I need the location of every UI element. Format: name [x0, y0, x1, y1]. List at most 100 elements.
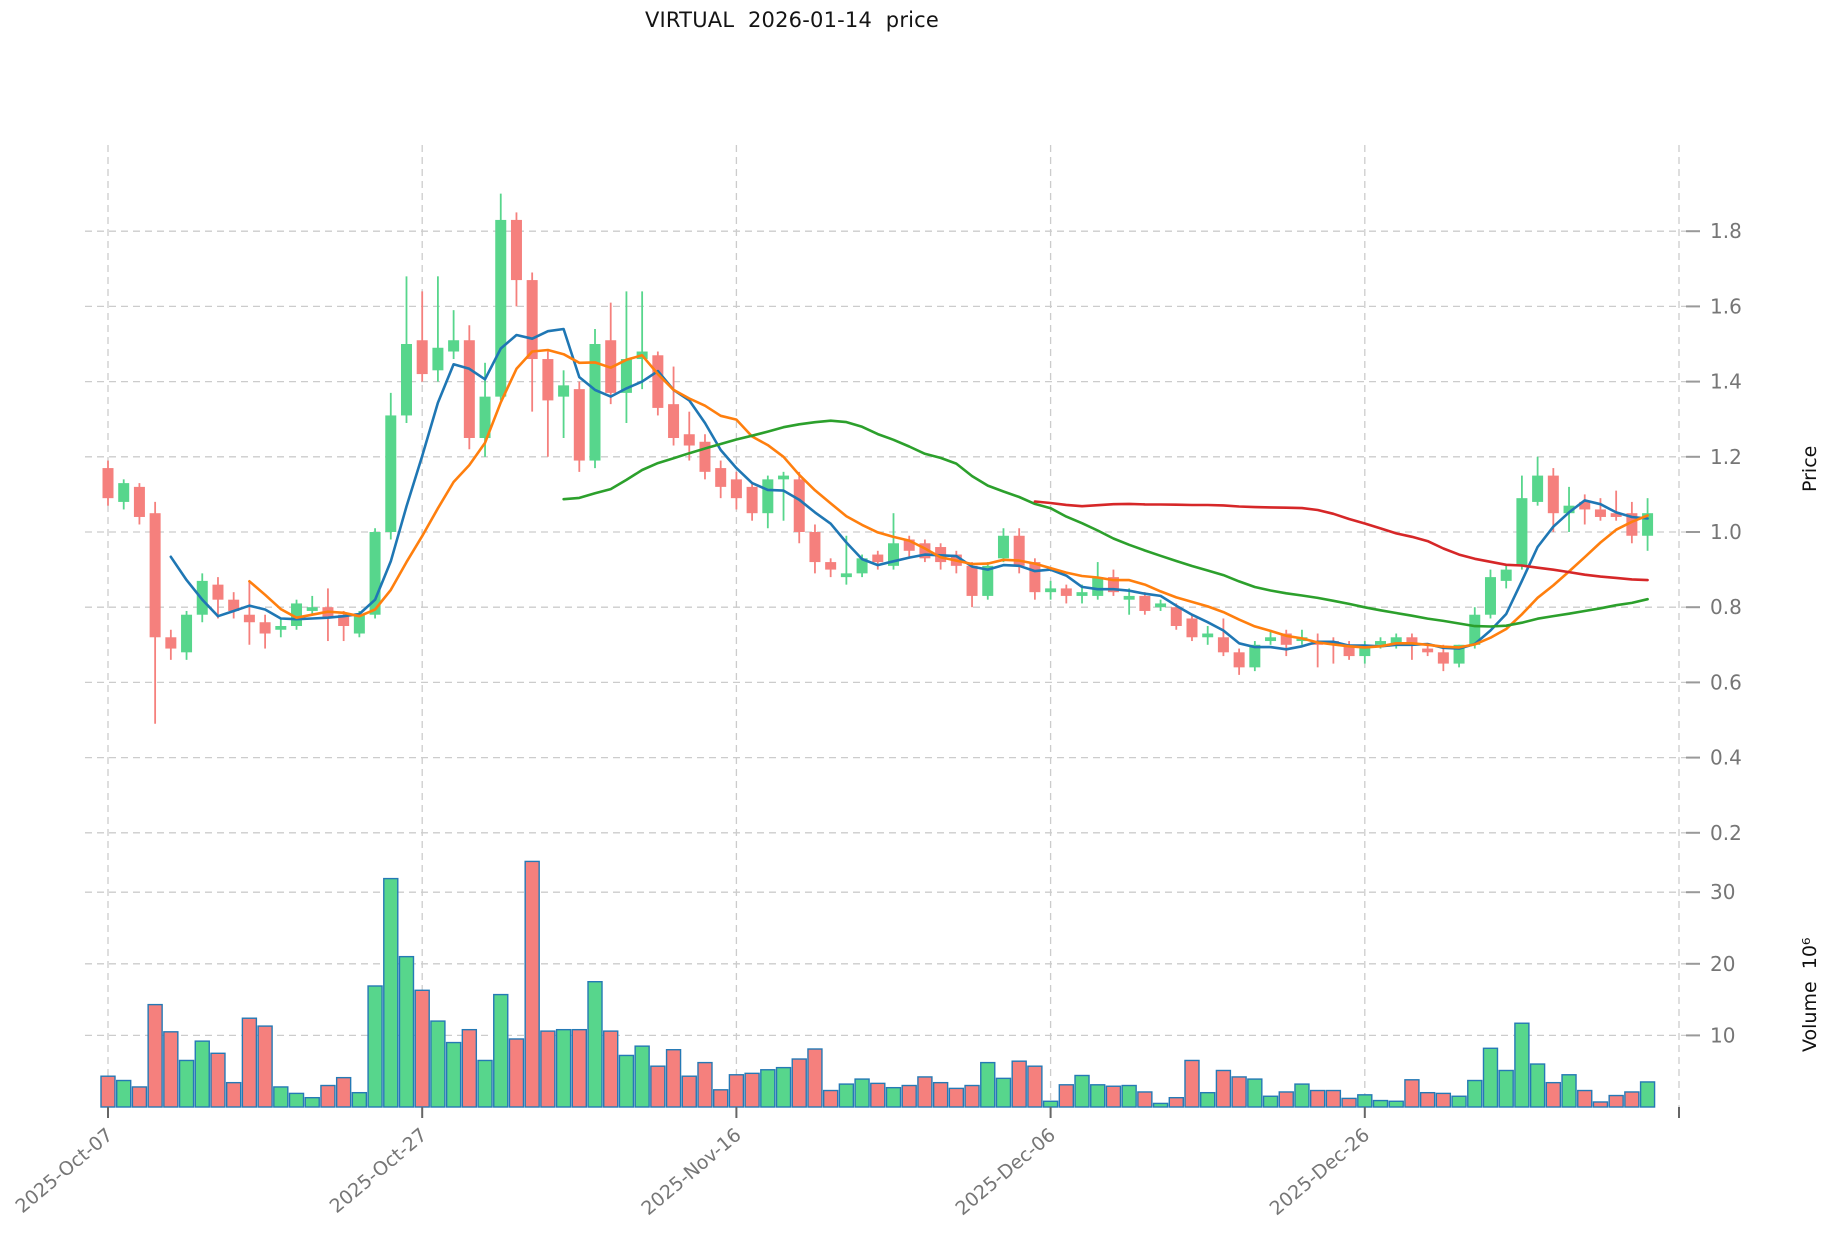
candle-up	[778, 475, 790, 480]
candle-up	[1123, 595, 1135, 600]
volume-bar	[885, 1086, 902, 1108]
volume-bar	[1404, 1079, 1420, 1108]
volume-bar	[1231, 1076, 1247, 1108]
candle-up	[1390, 637, 1402, 645]
volume-bar	[1624, 1091, 1640, 1108]
volume-bar	[335, 1076, 352, 1108]
volume-bar	[1011, 1060, 1027, 1108]
volume-bar	[524, 860, 540, 1108]
volume-bar	[1262, 1095, 1279, 1108]
volume-bar	[147, 1003, 163, 1108]
candle-up	[432, 347, 444, 371]
volume-bar	[1498, 1069, 1514, 1108]
volume-bar	[1482, 1047, 1499, 1108]
candle-down	[1594, 509, 1606, 517]
candle-up	[353, 614, 365, 634]
volume-bar	[1137, 1091, 1153, 1108]
candle-up	[369, 532, 381, 615]
price-tick-label: 1.6	[1710, 294, 1742, 318]
volume-bar	[665, 1049, 682, 1108]
candle-down	[668, 404, 680, 438]
volume-bar	[194, 1040, 210, 1108]
volume-bar	[870, 1082, 886, 1108]
volume-bar	[932, 1081, 949, 1108]
volume-bar	[383, 877, 399, 1108]
volume-bar	[1325, 1089, 1342, 1108]
candle-up	[1500, 569, 1512, 581]
candle-down	[1139, 595, 1151, 611]
candle-down	[510, 219, 522, 281]
candle-up	[495, 219, 507, 397]
x-tick-label: 2025-Dec-06	[951, 1124, 1059, 1220]
volume-bar	[948, 1087, 965, 1108]
volume-bar	[116, 1079, 132, 1108]
volume-bar	[273, 1086, 289, 1108]
candle-up	[982, 565, 994, 596]
volume-bar	[430, 1020, 446, 1108]
candle-up	[1265, 637, 1277, 642]
volume-bar	[1435, 1092, 1452, 1108]
candle-down	[573, 389, 585, 461]
volume-bar	[807, 1048, 823, 1108]
candle-up	[181, 614, 193, 653]
price-tick-label: 1.2	[1710, 445, 1742, 469]
candle-up	[1453, 644, 1465, 664]
volume-bar	[1529, 1063, 1546, 1108]
candle-down	[243, 614, 255, 623]
volume-tick-label: 20	[1710, 952, 1735, 976]
x-tick-label: 2025-Oct-07	[11, 1124, 117, 1218]
moving-average-lines	[169, 327, 1649, 651]
candle-down	[903, 539, 915, 551]
volume-axis-label: Volume 10⁶	[1799, 937, 1821, 1052]
volume-bar	[1309, 1089, 1326, 1108]
chart-title: VIRTUAL 2026-01-14 price	[644, 8, 940, 32]
volume-bar	[1388, 1100, 1404, 1108]
price-tick-label: 0.6	[1710, 670, 1742, 694]
candle-down	[1013, 535, 1025, 566]
candle-up	[1045, 588, 1057, 593]
candle-up	[1076, 592, 1088, 596]
volume-bar	[1058, 1084, 1075, 1108]
x-tick-label: 2025-Oct-27	[326, 1124, 432, 1218]
candle-up	[1202, 633, 1214, 638]
volume-bar	[210, 1052, 226, 1108]
volume-bar	[1184, 1059, 1200, 1108]
volume-bar	[681, 1075, 697, 1108]
volume-bar	[1545, 1081, 1562, 1108]
candle-down	[699, 441, 711, 472]
volume-bar	[461, 1028, 478, 1108]
volume-bar	[1419, 1091, 1436, 1108]
candle-down	[1547, 475, 1559, 514]
volume-bar	[618, 1054, 635, 1108]
candle-up	[620, 359, 632, 393]
candle-up	[118, 483, 130, 502]
candle-up	[762, 479, 774, 514]
volume-bar	[791, 1058, 807, 1108]
candle-down	[1280, 633, 1292, 645]
candle-down	[872, 554, 884, 563]
volume-bar	[697, 1061, 713, 1108]
candle-down	[1233, 652, 1245, 668]
volume-bar	[603, 1030, 619, 1108]
volume-bar	[1451, 1095, 1467, 1108]
volume-bar	[257, 1025, 273, 1108]
candle-down	[1610, 513, 1622, 517]
volume-bar	[854, 1078, 870, 1108]
volume-bar	[1561, 1074, 1577, 1108]
candle-down	[683, 434, 695, 446]
candle-up	[306, 607, 318, 611]
volume-bar	[131, 1086, 148, 1108]
volume-bar	[367, 985, 383, 1108]
volume-tick-label: 30	[1710, 880, 1735, 904]
candle-down	[102, 468, 114, 499]
price-tick-label: 1.0	[1710, 520, 1742, 544]
volume-bar	[1467, 1079, 1483, 1108]
candle-up	[856, 558, 868, 574]
volume-bar	[540, 1030, 556, 1108]
volume-bar	[1042, 1100, 1059, 1108]
volume-bar	[728, 1074, 745, 1108]
candle-up	[479, 396, 491, 438]
candle-down	[966, 565, 978, 596]
candle-down	[165, 637, 177, 649]
